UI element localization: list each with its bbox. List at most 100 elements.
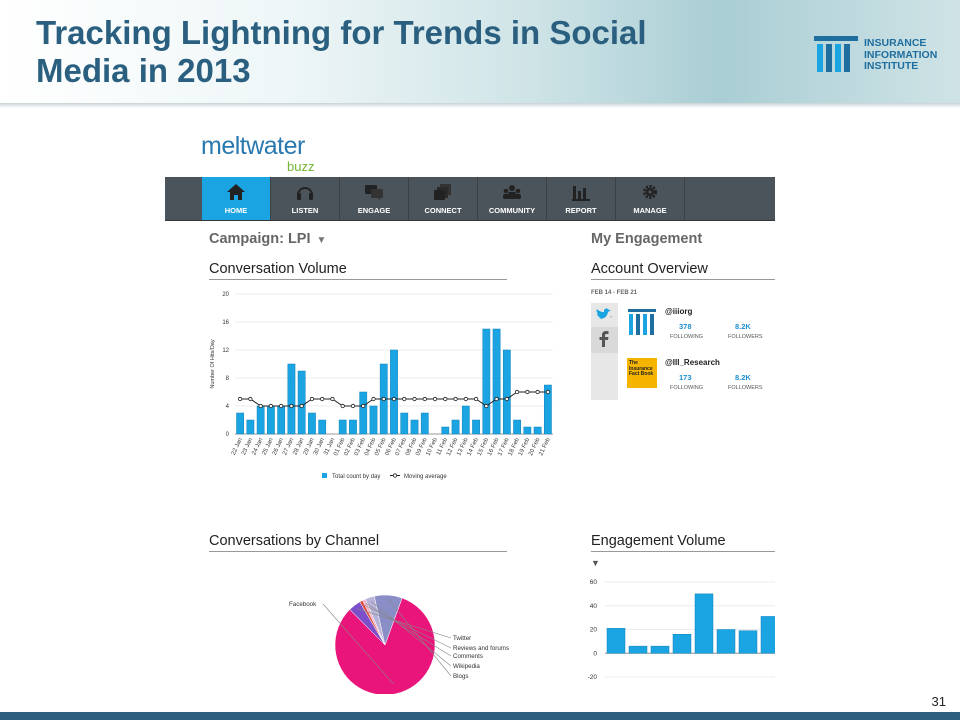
facebook-tab[interactable]: [591, 327, 618, 353]
nav-engage-label: ENGAGE: [357, 206, 391, 215]
nav-community-label: COMMUNITY: [488, 206, 536, 215]
bar: [513, 419, 521, 435]
iii-logo: INSURANCE INFORMATION INSTITUTE: [814, 36, 954, 76]
moving-average-point: [248, 396, 253, 402]
moving-average-point: [463, 396, 468, 402]
bar: [543, 384, 552, 435]
bar: [472, 419, 480, 435]
bar: [502, 349, 511, 435]
moving-average-point: [525, 389, 530, 395]
bar: [482, 328, 491, 435]
pie-leader-line: [322, 603, 394, 685]
y-axis-label: Number Of Hits/Day: [210, 339, 216, 388]
bar: [297, 370, 306, 435]
y-tick-label: 0: [593, 650, 597, 657]
engagement-volume-title: Engagement Volume: [591, 533, 775, 552]
home-icon: [227, 184, 245, 200]
nav-listen-label: LISTEN: [291, 206, 319, 215]
bar: [461, 405, 470, 435]
nav-report-label: REPORT: [565, 206, 597, 215]
nav-report[interactable]: REPORT: [547, 177, 616, 220]
moving-average-point: [330, 396, 335, 402]
bar: [246, 419, 255, 435]
channel-pie-chart: Facebook Twitter Reviews and forumsComment…: [289, 594, 509, 694]
header-rule: [0, 103, 960, 108]
page-number: 31: [931, 694, 946, 709]
logo-line-2: INFORMATION: [864, 48, 938, 61]
bar: [441, 426, 450, 435]
nav-engage[interactable]: ENGAGE: [340, 177, 409, 220]
campaign-selector[interactable]: Campaign: LPI ▼: [209, 231, 326, 247]
engagement-volume-chart: -20 0 20 40 60: [588, 579, 775, 681]
slide-title: Tracking Lightning for Trends in Social …: [36, 14, 647, 89]
bar: [451, 419, 460, 435]
pie-leader-line: [365, 603, 452, 657]
pie-label: Wikipedia: [453, 663, 480, 670]
moving-average-point: [443, 396, 448, 402]
bar: [359, 391, 368, 435]
chevron-down-icon: ▼: [316, 235, 327, 246]
moving-average-point: [484, 403, 489, 409]
twitter-icon[interactable]: [595, 307, 613, 321]
nav-manage-label: MANAGE: [633, 206, 667, 215]
following-label: FOLLOWING: [670, 385, 704, 391]
nav-listen[interactable]: LISTEN: [271, 177, 340, 220]
bar: [420, 412, 429, 435]
nav-community[interactable]: COMMUNITY: [478, 177, 547, 220]
account-card-iiiorg[interactable]: @iiiorg 378 8.2K FOLLOWING FOLLOWERS: [627, 303, 775, 349]
bar: [256, 405, 265, 435]
pie-slice: [334, 597, 436, 694]
bar: [694, 593, 714, 654]
following-count: 378: [679, 322, 692, 331]
nav-manage[interactable]: MANAGE: [616, 177, 685, 220]
moving-average-point: [473, 396, 479, 402]
logo-line-3: INSTITUTE: [864, 60, 919, 72]
pie-leader-line: [370, 600, 452, 667]
moving-average-point: [279, 403, 284, 409]
moving-average-point: [422, 396, 427, 402]
engagement-volume-caret[interactable]: ▼: [591, 558, 600, 568]
nav-connect[interactable]: CONNECT: [409, 177, 478, 220]
moving-average-point: [514, 389, 520, 395]
bar: [277, 405, 286, 435]
bar: [349, 419, 357, 435]
campaign-label: Campaign: LPI: [209, 231, 311, 247]
account-handle: @iiiorg: [665, 307, 693, 316]
pie-label: Blogs: [453, 673, 468, 680]
bar: [410, 419, 419, 435]
moving-average-point: [268, 403, 274, 409]
account-date-range: FEB 14 - FEB 21: [591, 290, 638, 296]
y-tick-label: 40: [590, 603, 598, 610]
legend-line-marker: [392, 473, 398, 478]
bar: [390, 349, 398, 435]
header-band: [0, 0, 960, 104]
bar: [236, 412, 245, 435]
bar: [760, 616, 775, 654]
bar-chart-icon: [572, 186, 590, 201]
y-tick-label: 20: [222, 292, 229, 298]
nav-home[interactable]: HOME: [202, 177, 271, 220]
moving-average-point: [453, 396, 458, 402]
nav-home-label: HOME: [224, 206, 248, 215]
moving-average-point: [432, 396, 438, 402]
conversations-by-channel-title: Conversations by Channel: [209, 533, 507, 552]
meltwater-logo[interactable]: meltwater buzz: [201, 132, 341, 174]
bar: [369, 405, 378, 435]
legend-bar-swatch: [322, 473, 327, 478]
chat-icon: [365, 185, 383, 201]
account-card-iii-research[interactable]: The Insurance Fact Book @III_Research 17…: [627, 354, 775, 400]
brand-name: meltwater: [201, 132, 305, 160]
following-label: FOLLOWING: [670, 334, 704, 340]
bar: [308, 412, 316, 435]
moving-average-point: [320, 396, 325, 402]
bar: [492, 328, 501, 435]
iii-logo-text: INSURANCE INFORMATION INSTITUTE: [864, 37, 938, 73]
pie-label: Facebook: [289, 601, 317, 608]
account-handle: @III_Research: [665, 358, 720, 367]
bar: [533, 426, 542, 435]
moving-average-point: [340, 403, 345, 409]
y-tick-label: 8: [226, 376, 230, 382]
moving-average-point: [402, 396, 407, 402]
y-tick-label: 4: [226, 404, 230, 410]
